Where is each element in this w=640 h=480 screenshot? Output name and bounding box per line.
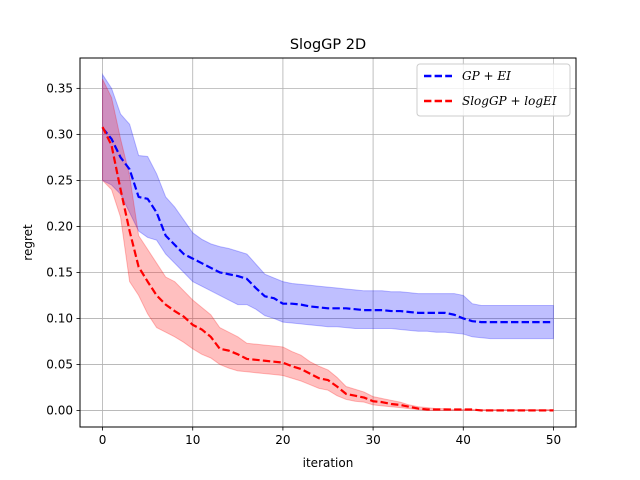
y-axis-label: regret: [21, 224, 35, 261]
line-sloggp-logei: [101, 126, 554, 412]
legend-frame: [416, 63, 571, 117]
x-tick-label: 20: [275, 433, 290, 447]
x-tick-label: 30: [365, 433, 380, 447]
series-lines: [101, 126, 554, 412]
y-tick-label: 0.10: [46, 312, 73, 326]
legend-label-sloggp-logei: SlogGP + logEI: [462, 94, 557, 108]
legend-label-gp-ei: GP + EI: [462, 69, 511, 83]
x-tick-label: 0: [99, 433, 107, 447]
y-tick-label: 0.20: [46, 220, 73, 234]
y-tick-label: 0.05: [46, 358, 73, 372]
x-tick-label: 40: [456, 433, 471, 447]
y-tick-label: 0.25: [46, 174, 73, 188]
x-tick-label: 10: [185, 433, 200, 447]
y-tick-label: 0.00: [46, 404, 73, 418]
grid: [80, 58, 576, 427]
x-axis-label: iteration: [303, 456, 354, 470]
line-gp-ei: [101, 127, 554, 324]
legend: GP + EI SlogGP + logEI: [416, 63, 571, 117]
y-tick-label: 0.15: [46, 266, 73, 280]
plot-area-frame: [79, 57, 577, 428]
axis-ticks: 0 10 20 30 40 50 0.00 0.05 0.10 0.15 0.20 0.25 0.30 0…: [46, 82, 561, 447]
y-tick-label: 0.35: [46, 82, 73, 96]
band-gp-ei: [102, 72, 554, 340]
chart-title: SlogGP 2D: [290, 37, 366, 53]
x-tick-label: 50: [546, 433, 561, 447]
y-tick-label: 0.30: [46, 128, 73, 142]
